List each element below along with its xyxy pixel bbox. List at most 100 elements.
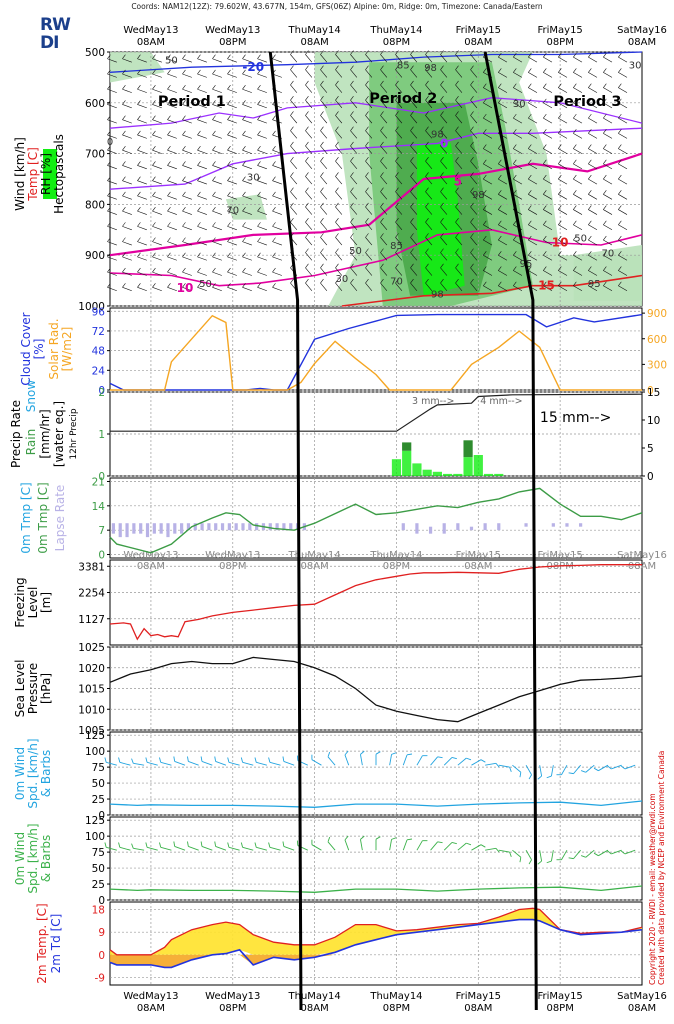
wind-barb-shaft	[395, 221, 403, 230]
wind-barb-shaft	[425, 115, 433, 124]
wind-barb-flag	[498, 205, 502, 210]
wind-barb-shaft	[320, 176, 328, 185]
wind-barb-flag	[395, 278, 399, 284]
tick-label-left: 0	[98, 950, 105, 962]
wind-barb-flag	[227, 130, 231, 136]
wind-barb-shaft	[182, 88, 192, 93]
wind-barb-flag	[380, 248, 384, 253]
wind-barb-shaft	[257, 226, 267, 231]
wind-barb-flag	[470, 111, 474, 116]
wind-barb-flag	[455, 278, 459, 284]
wind-barb-flag	[320, 111, 324, 116]
tick-label-left: 18	[92, 905, 105, 917]
wind-barb-flag	[197, 161, 201, 166]
wind-barb-feather	[495, 763, 500, 768]
wind-barb-flag	[558, 281, 562, 286]
wind-barb-shaft	[197, 226, 207, 231]
wind-barb-flag	[227, 176, 231, 181]
wind-barb-shaft	[107, 195, 117, 200]
tick-label-right: 5	[647, 443, 654, 455]
wind-barb-flag	[588, 174, 592, 180]
wind-barb-shaft	[107, 241, 117, 246]
wind-barb-shaft	[470, 176, 478, 185]
axis-label: [W/m2]	[60, 327, 74, 372]
wind-barb-flag	[182, 130, 186, 136]
wind-barb-shaft	[470, 221, 478, 230]
time-label-top-day: ThuMay14	[369, 25, 422, 36]
wind-barb-shaft	[498, 117, 508, 124]
wind-barb-flag	[440, 50, 444, 55]
wind-barb-flag	[182, 191, 186, 197]
wind-barb-flag	[498, 98, 502, 104]
wind-barb-shaft	[483, 285, 493, 292]
wind-barb-feather	[607, 765, 612, 770]
wind-barb-shaft	[137, 58, 147, 63]
wind-barb	[389, 754, 392, 766]
axis-label: Cloud Cover	[19, 312, 33, 385]
wind-barb-flag	[440, 278, 444, 284]
wind-barb-shaft	[380, 252, 388, 261]
wind-barb-shaft	[242, 226, 252, 231]
wind-barb-flag	[618, 129, 622, 134]
rh-shade-light-corner	[110, 52, 165, 83]
wind-barb-flag	[335, 217, 339, 223]
wind-barb-shaft	[107, 58, 117, 63]
wind-barb-shaft	[197, 256, 207, 261]
wind-barb-shaft	[227, 165, 237, 170]
wind-barb	[228, 846, 240, 851]
wind-barb-shaft	[528, 72, 538, 78]
wind-barb-shaft	[425, 84, 433, 93]
isotherm-10	[109, 228, 643, 287]
rain-bar	[463, 457, 473, 476]
wind-barb-shaft	[212, 226, 222, 231]
tick-label-left: 600	[85, 98, 105, 110]
wind-barb	[624, 849, 636, 855]
wind-barb-shaft	[242, 58, 252, 63]
wind-barb-shaft	[305, 252, 313, 261]
wind-barb-shaft	[573, 148, 583, 154]
wind-barb-shaft	[305, 176, 313, 185]
tick-label-left: 24	[92, 365, 106, 377]
wind-barb-flag	[425, 217, 429, 223]
wind-barb-flag	[470, 126, 474, 131]
wind-barb-shaft	[320, 282, 328, 291]
wind-barb-shaft	[573, 239, 583, 246]
lapse-rate-bar	[469, 526, 474, 531]
wind-barb-flag	[182, 252, 186, 258]
tick-label-right: 15	[647, 387, 660, 399]
wind-barb-flag	[107, 267, 111, 273]
lapse-rate-bar	[200, 523, 204, 531]
wind-barb-shaft	[528, 148, 538, 154]
wind-barb-flag	[257, 176, 261, 181]
wind-barb-flag	[410, 278, 414, 284]
axis-label: Spd. [km/h]	[26, 823, 40, 893]
wind-barb-shaft	[573, 56, 583, 63]
wind-barb-shaft	[440, 252, 448, 261]
wind-barb-flag	[618, 113, 622, 119]
wind-barb-shaft	[290, 84, 298, 93]
wind-barb-shaft	[498, 239, 508, 246]
wind-barb-flag	[498, 220, 502, 225]
wind-barb-flag	[543, 220, 547, 225]
tick-label-left: 9	[98, 927, 105, 939]
wind-barb-shaft	[212, 256, 222, 261]
wind-barb-shaft	[558, 133, 568, 139]
wind-barb-flag	[618, 220, 622, 225]
period-divider-1	[268, 51, 303, 1011]
wind-barb-shaft	[498, 56, 508, 63]
wind-barb-shaft	[365, 69, 373, 78]
wind-barb-flag	[543, 83, 547, 88]
tick-label-left: 900	[85, 250, 105, 262]
wind-barb-flag	[290, 278, 294, 284]
wind-barb-shaft	[227, 104, 237, 109]
wind-barb	[402, 754, 408, 766]
wind-barb-shaft	[182, 73, 192, 78]
rain-bar	[453, 473, 463, 476]
wind-barb-flag	[528, 266, 532, 271]
wind-barb-shaft	[470, 115, 478, 124]
wind-barb-flag	[152, 145, 156, 151]
wind-barb-flag	[483, 220, 487, 225]
wind-barb-flag	[122, 115, 126, 120]
wind-barb-shaft	[335, 206, 343, 215]
wind-barb-shaft	[455, 237, 463, 246]
